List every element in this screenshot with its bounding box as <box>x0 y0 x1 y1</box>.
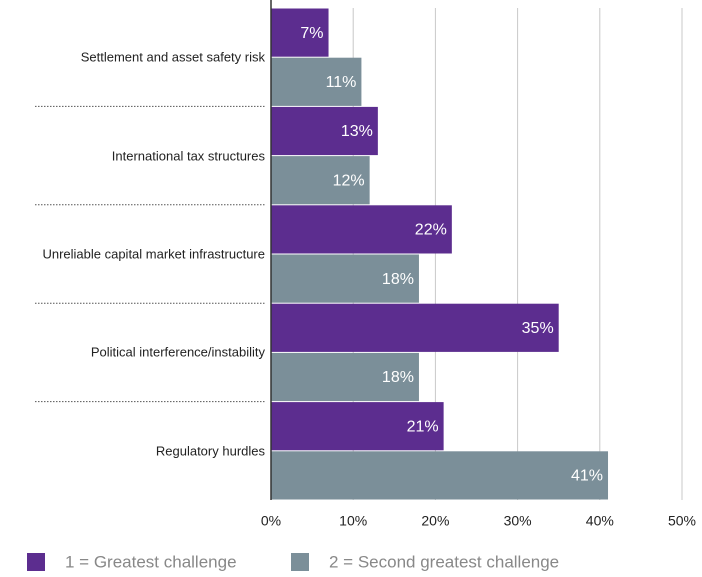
bar <box>271 8 329 57</box>
bar <box>271 303 559 352</box>
bar <box>271 352 419 402</box>
value-label: 18% <box>382 271 414 288</box>
x-tick-label: 40% <box>586 513 614 529</box>
category-label: Settlement and asset safety risk <box>80 49 265 65</box>
x-tick-label: 0% <box>261 513 281 529</box>
bar <box>271 205 452 254</box>
bar <box>271 156 370 205</box>
x-tick-label: 30% <box>504 513 532 529</box>
x-tick-label: 20% <box>421 513 449 529</box>
value-label: 12% <box>333 172 365 189</box>
bar <box>271 254 419 303</box>
legend-label: 2 = Second greatest challenge <box>329 552 559 571</box>
value-label: 11% <box>326 74 357 91</box>
value-label: 13% <box>341 123 373 140</box>
bar <box>271 402 444 451</box>
value-label: 22% <box>415 222 447 239</box>
legend-swatch <box>291 553 309 571</box>
value-label: 21% <box>407 418 439 435</box>
value-label: 7% <box>300 25 323 42</box>
bar <box>271 451 609 500</box>
legend-swatch <box>27 553 45 571</box>
value-label: 18% <box>382 369 414 386</box>
value-label: 41% <box>571 468 603 485</box>
x-tick-label: 50% <box>668 513 696 529</box>
bar <box>271 106 378 156</box>
bar <box>271 57 362 106</box>
category-label: Political interference/instability <box>90 344 265 360</box>
category-label: Regulatory hurdles <box>155 443 265 459</box>
category-label: International tax structures <box>111 148 265 164</box>
legend-label: 1 = Greatest challenge <box>65 552 237 571</box>
value-label: 35% <box>522 320 554 337</box>
category-label: Unreliable capital market infrastructure <box>42 246 265 262</box>
x-tick-label: 10% <box>339 513 367 529</box>
